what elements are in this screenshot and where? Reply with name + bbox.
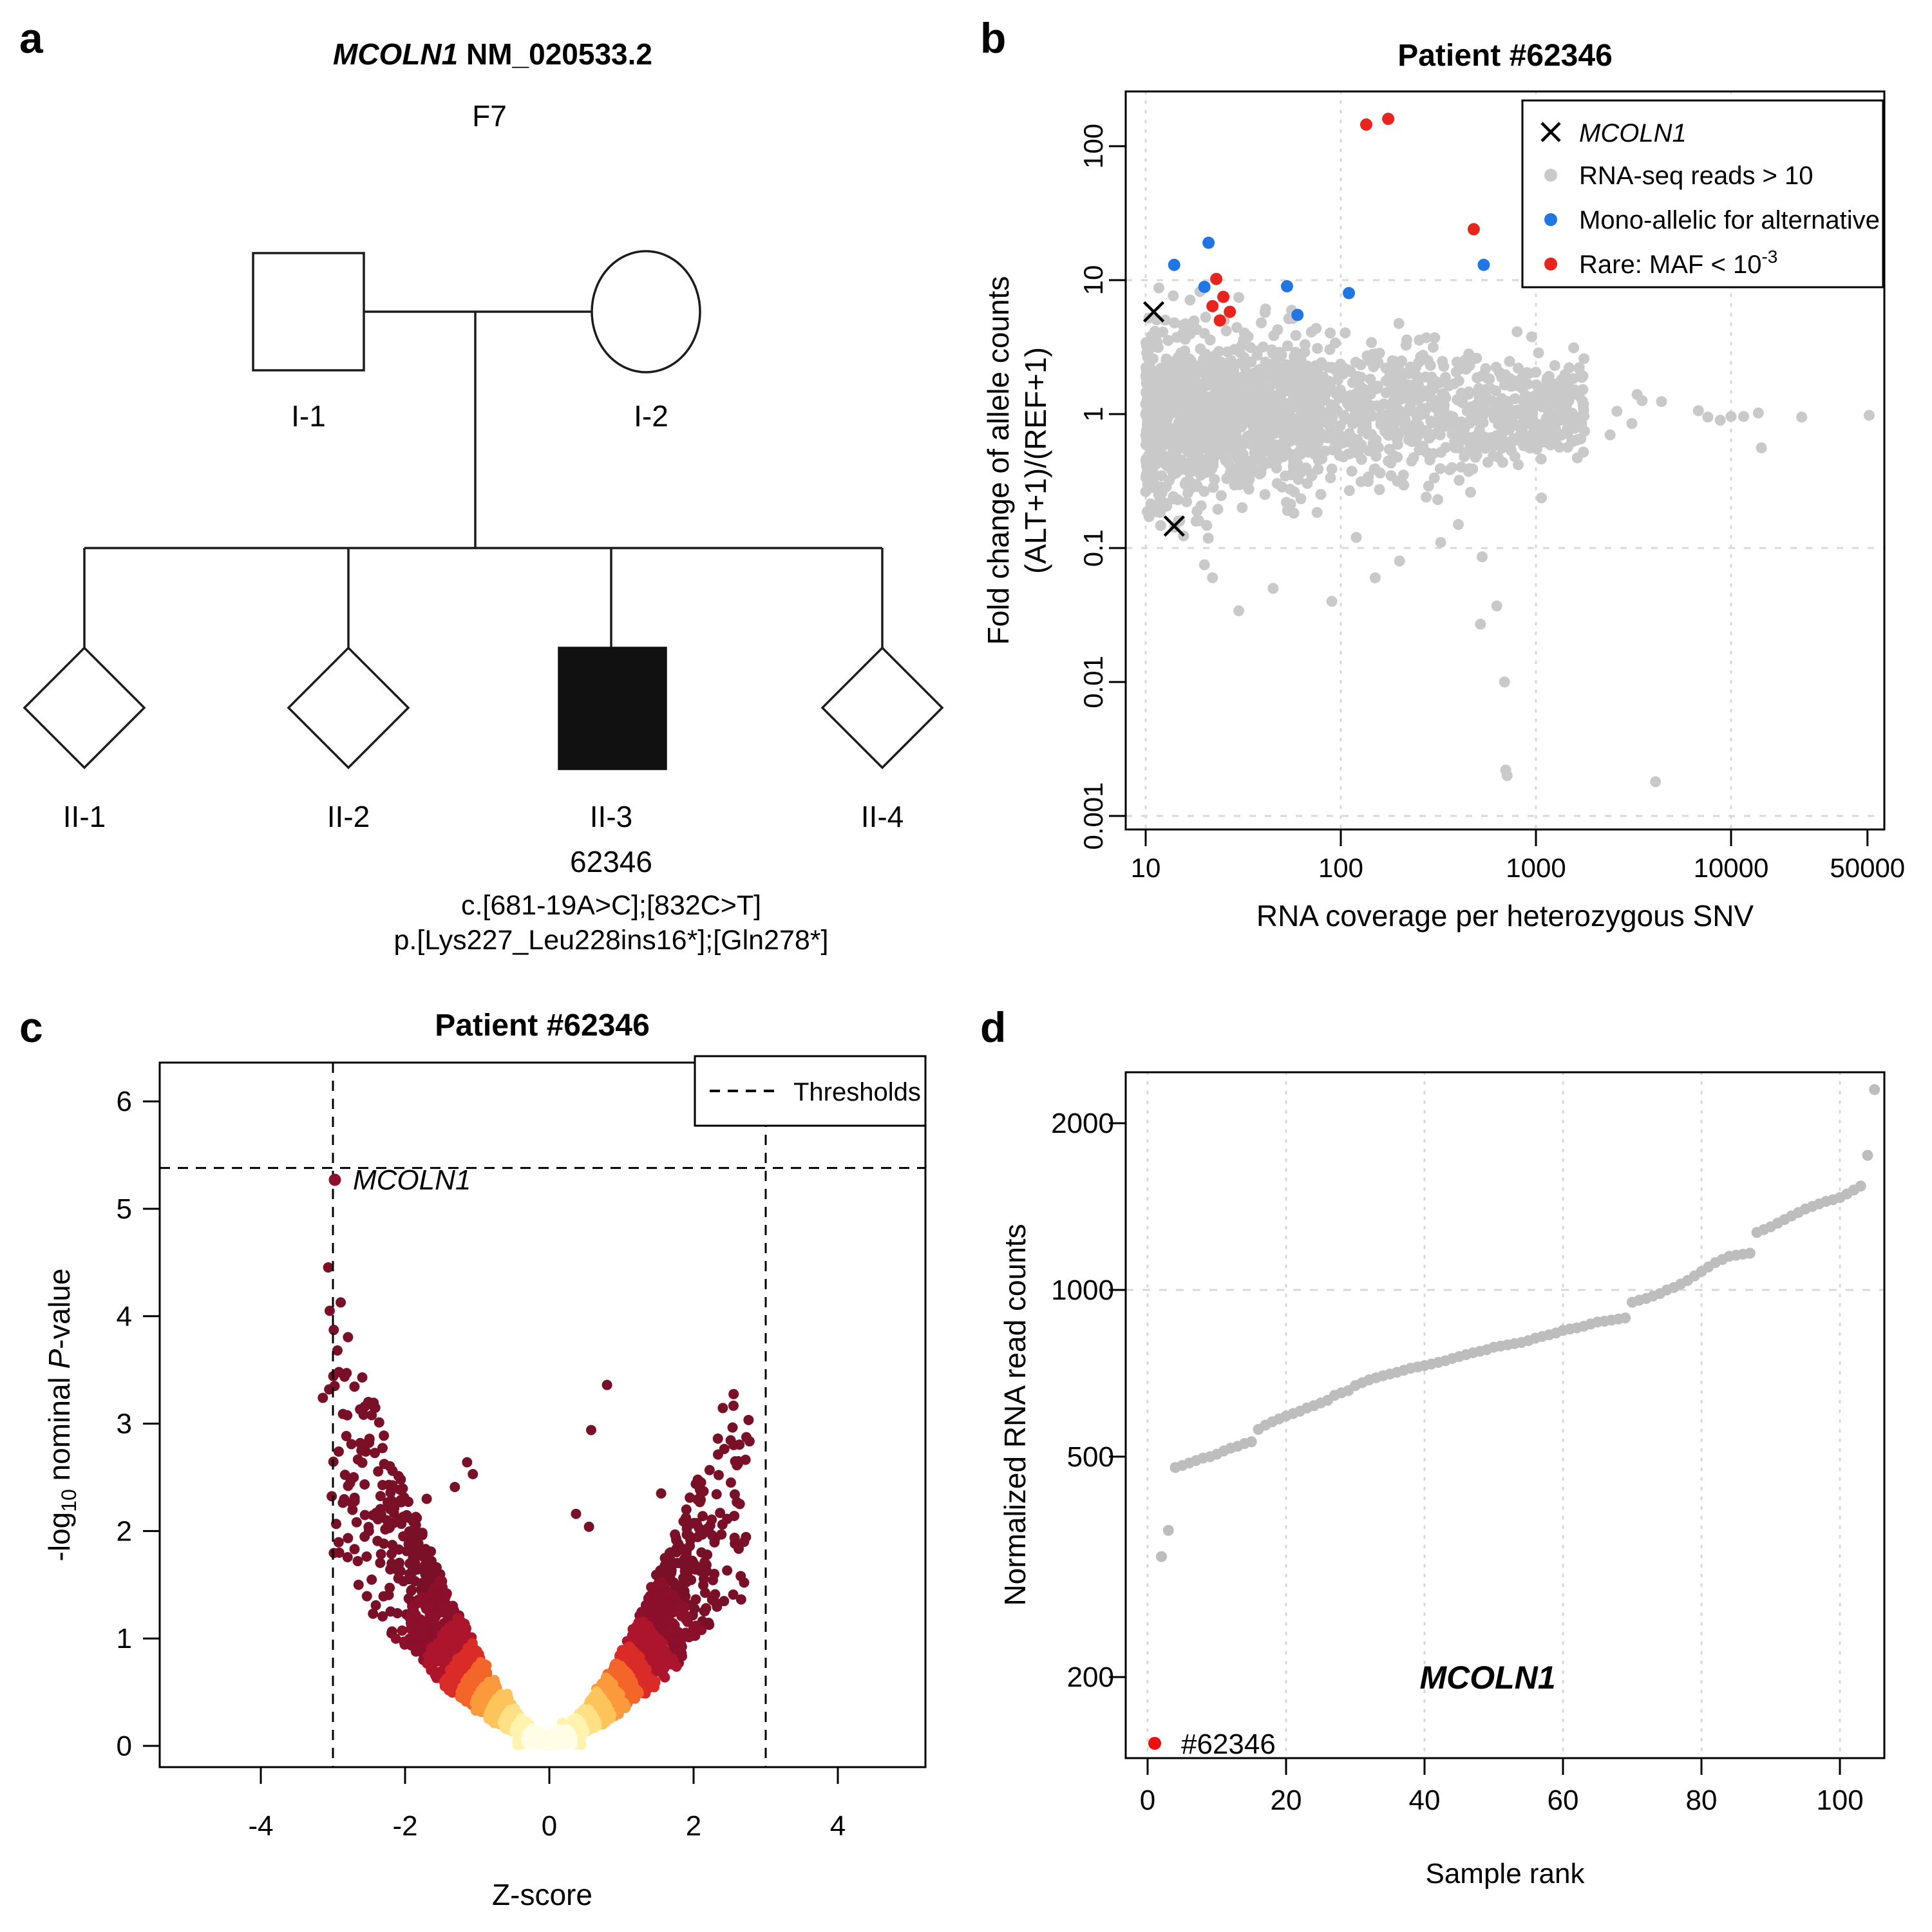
label-II-1: II-1 — [63, 800, 106, 833]
label-I-1: I-1 — [291, 399, 326, 433]
panel-d-ylabel: Normalized RNA read counts — [998, 1224, 1032, 1605]
panel-d-gridlines — [1126, 1071, 1884, 1759]
diamond-symbol-II-4 — [820, 646, 944, 770]
panel-b-allele-scatter: b Patient #62346 10 100 1000 10000 500001001… — [980, 14, 1905, 933]
female-symbol-I-2 — [591, 250, 701, 374]
panel-b-data-points — [1140, 113, 1875, 788]
label-II-3: II-3 — [590, 800, 632, 833]
red-dot-icon — [1544, 258, 1557, 270]
panel-letter-a: a — [19, 14, 44, 62]
panel-b-axis-ticks: 10 100 1000 10000 50000 100 10 1 0.1 0.01 0.001 — [1078, 124, 1905, 883]
affected-male-symbol-II-3 — [558, 647, 667, 770]
mcoln1-point-label: MCOLN1 — [353, 1164, 471, 1196]
mcoln1-point — [328, 1173, 341, 1186]
label-II-4: II-4 — [861, 800, 904, 833]
proband-cdna-variant: c.[681-19A>C];[832C>T] — [461, 890, 761, 921]
x-marker-icon — [1540, 122, 1561, 142]
panel-b-legend-rare: Rare: MAF < 10-3 — [1579, 247, 1777, 279]
panel-d-xlabel: Sample rank — [1425, 1858, 1585, 1889]
male-symbol-I-1 — [252, 252, 365, 372]
svg-text:0.001: 0.001 — [1078, 782, 1108, 849]
highlight-sample-label: #62346 — [1181, 1728, 1276, 1760]
panel-c-plot-box — [158, 1061, 927, 1768]
panel-a-title: MCOLN1 NM_020533.2 — [333, 37, 652, 71]
svg-text:0.1: 0.1 — [1078, 529, 1108, 567]
panel-c-data-points — [317, 1262, 755, 1751]
panel-c-ylabel: -log10 nominal P-value — [43, 1269, 80, 1562]
svg-text:1: 1 — [1078, 406, 1108, 421]
label-I-2: I-2 — [634, 399, 668, 433]
panel-c-title: Patient #62346 — [435, 1009, 650, 1043]
proband-sample-id: 62346 — [570, 845, 652, 878]
panel-letter-c: c — [19, 1003, 43, 1051]
panel-b-legend-rnaseq: RNA-seq reads > 10 — [1579, 162, 1814, 190]
panel-letter-b: b — [980, 14, 1006, 62]
svg-text:100: 100 — [1078, 124, 1108, 169]
panel-b-plot-box — [1124, 90, 1886, 831]
label-II-2: II-2 — [327, 800, 370, 833]
panel-b-ylabel-line2: (ALT+1)/(REF+1) — [1019, 347, 1052, 574]
svg-text:50000: 50000 — [1830, 853, 1905, 883]
svg-text:0.01: 0.01 — [1078, 656, 1108, 708]
panel-b-ylabel-line1: Fold change of allele counts — [981, 276, 1015, 645]
panel-d-plot-box — [1124, 1071, 1886, 1759]
proband-protein-variant: p.[Lys227_Leu228ins16*];[Gln278*] — [394, 925, 829, 956]
gray-dot-icon — [1544, 169, 1557, 182]
panel-letter-d: d — [980, 1003, 1006, 1051]
svg-text:100: 100 — [1318, 853, 1363, 883]
highlight-sample-point — [1148, 1737, 1161, 1750]
svg-text:1000: 1000 — [1506, 853, 1566, 883]
diamond-symbol-II-1 — [23, 646, 146, 770]
panel-b-legend-box — [1521, 99, 1884, 289]
panel-c-legend-thresholds: Thresholds — [793, 1078, 921, 1106]
panel-b-xlabel: RNA coverage per heterozygous SNV — [1256, 899, 1754, 933]
panel-b-legend-monoallelic: Mono-allelic for alternative — [1579, 206, 1880, 234]
svg-text:10000: 10000 — [1694, 853, 1769, 883]
panel-c-threshold-lines — [160, 1063, 925, 1767]
svg-text:10: 10 — [1078, 265, 1108, 296]
panel-d-data-points — [1156, 1084, 1880, 1562]
panel-b-legend-mcoln1: MCOLN1 — [1579, 119, 1687, 147]
family-label: F7 — [472, 99, 507, 133]
panel-a-pedigree: a MCOLN1 NM_020533.2 F7 I-1 I-2 II-1 II-… — [19, 14, 944, 956]
panel-b-title: Patient #62346 — [1397, 39, 1613, 73]
panel-d-gene-label: MCOLN1 — [1419, 1660, 1555, 1696]
blue-dot-icon — [1544, 213, 1557, 226]
svg-text:10: 10 — [1131, 853, 1161, 883]
diamond-symbol-II-2 — [287, 646, 410, 770]
panel-c-xlabel: Z-score — [492, 1878, 592, 1911]
